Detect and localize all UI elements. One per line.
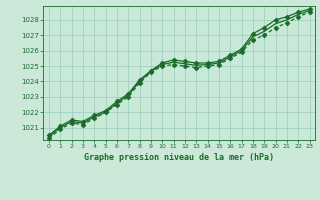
X-axis label: Graphe pression niveau de la mer (hPa): Graphe pression niveau de la mer (hPa) [84,153,274,162]
